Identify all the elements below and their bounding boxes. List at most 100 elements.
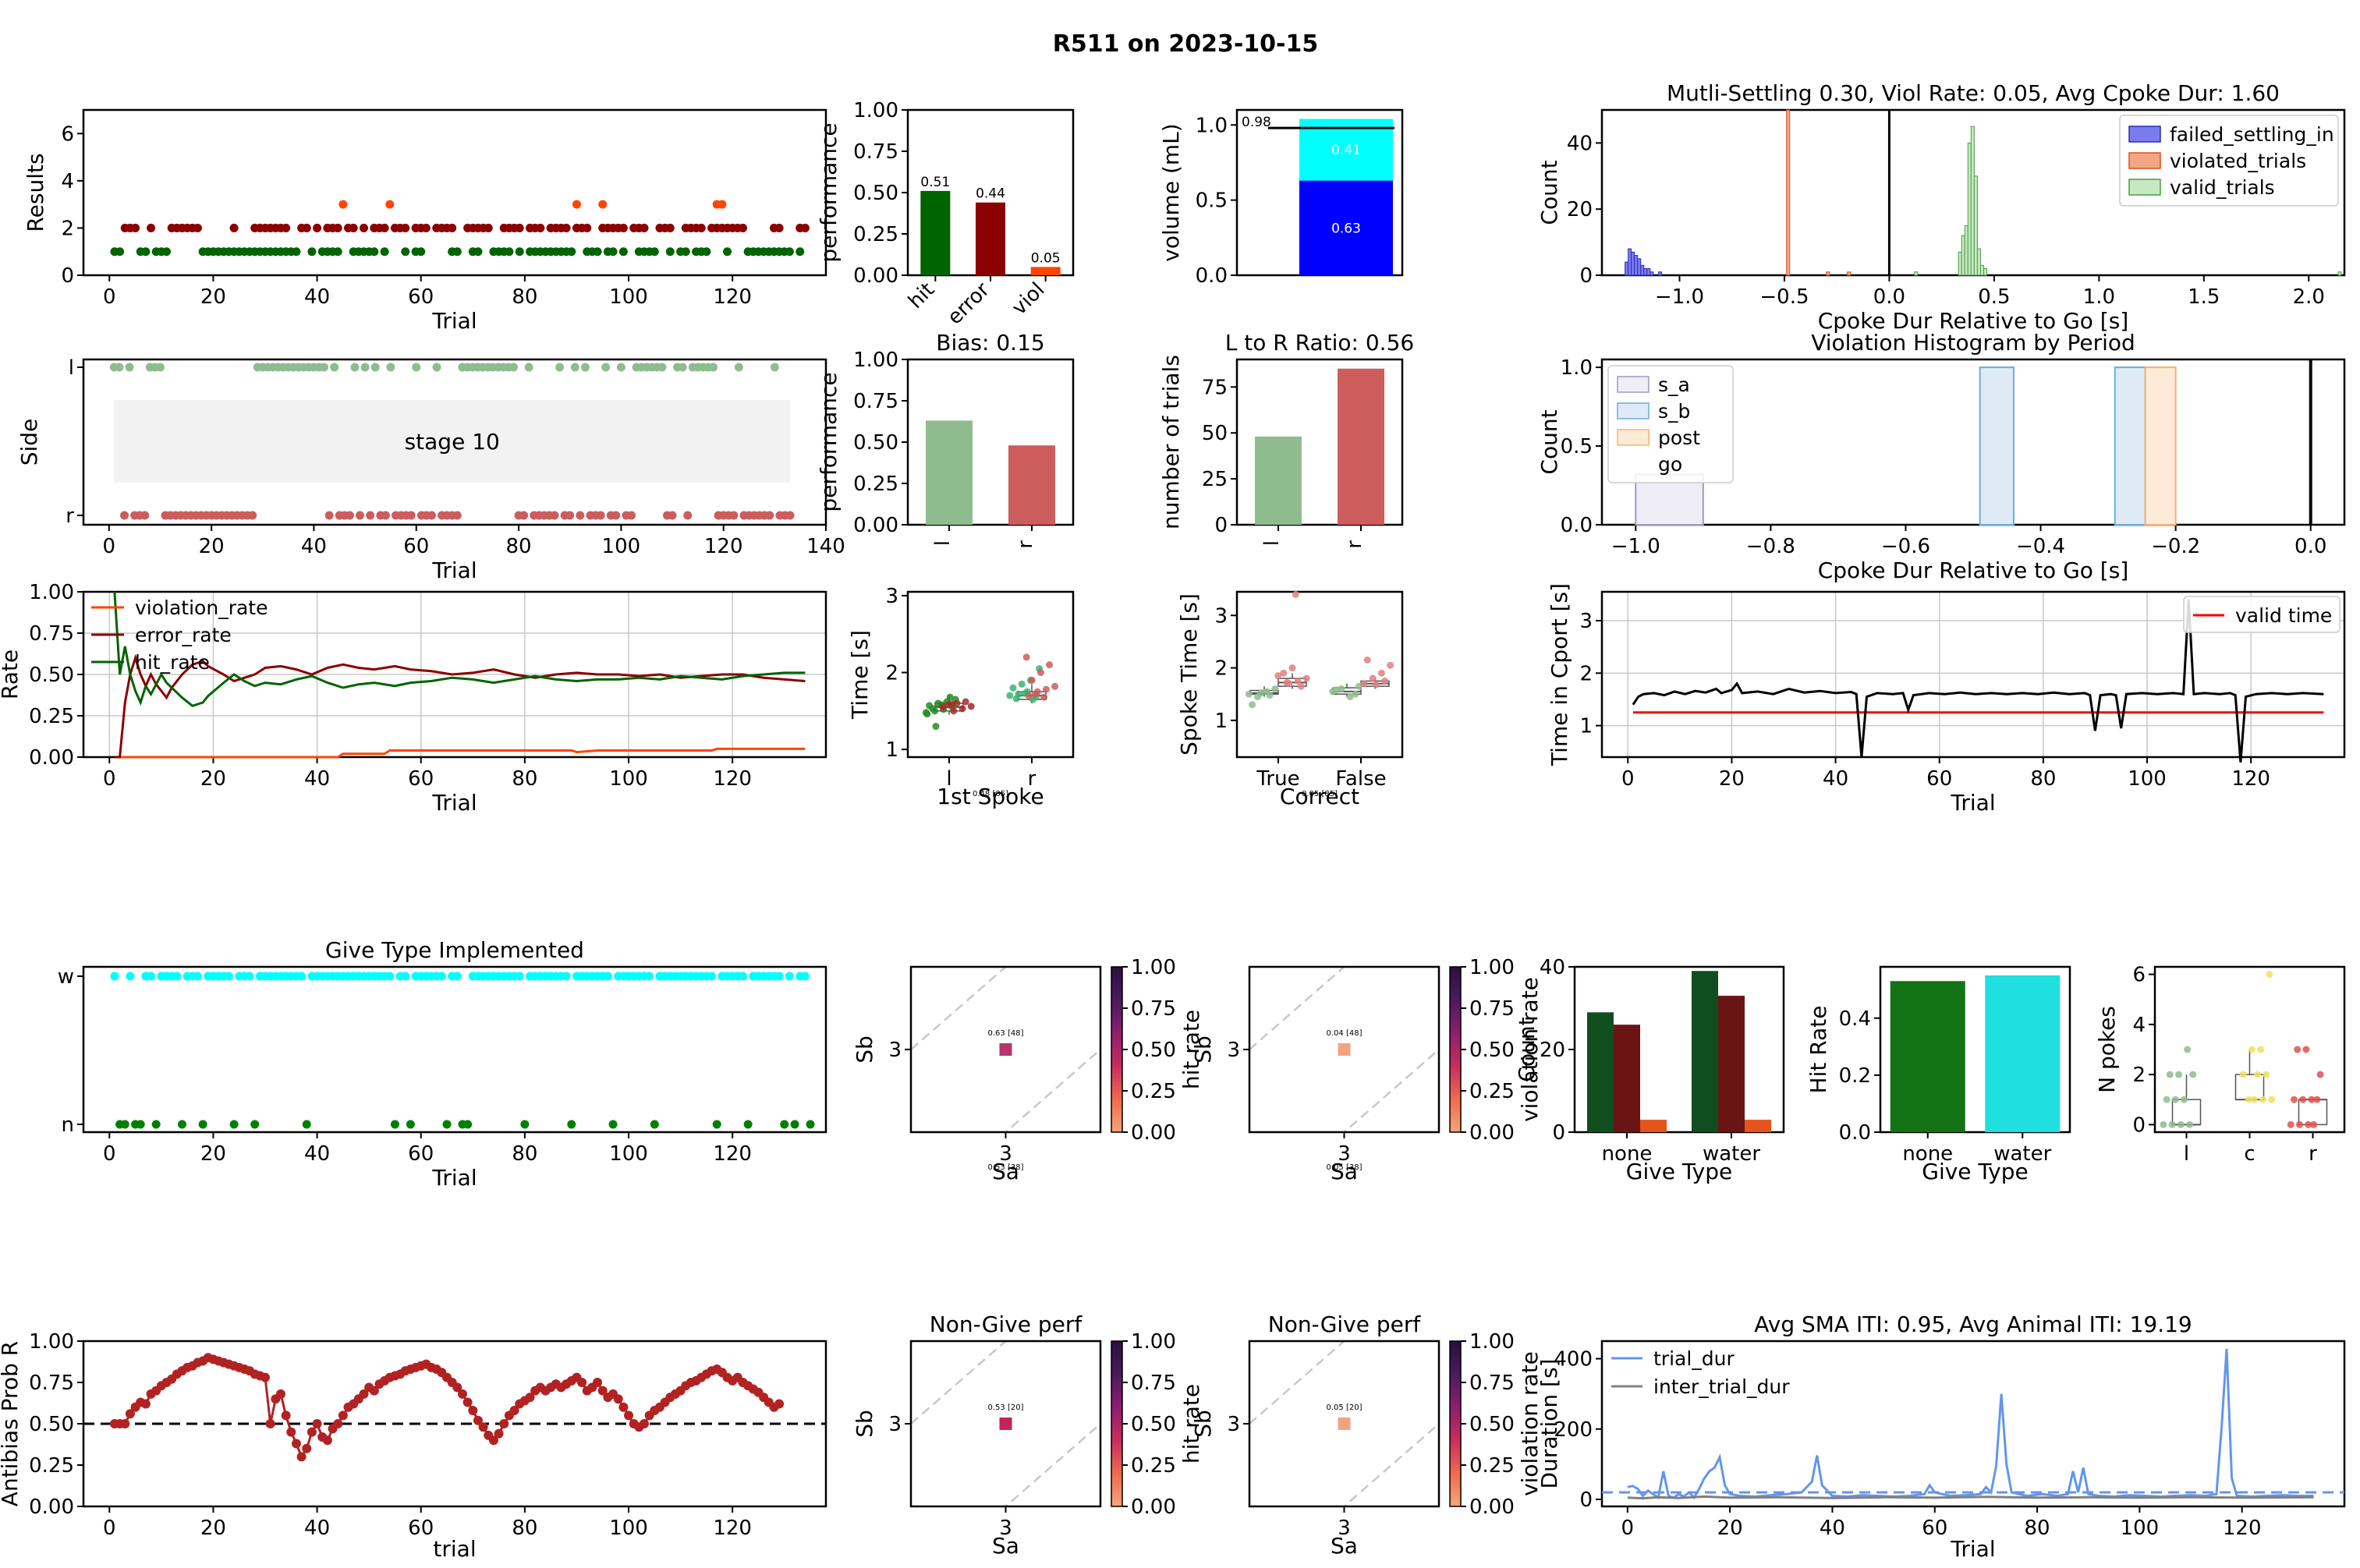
result-point bbox=[448, 223, 457, 232]
y-tick-label: 4 bbox=[61, 170, 74, 193]
result-point bbox=[229, 223, 239, 232]
side-point bbox=[432, 363, 441, 372]
give-type-panel: 0 20 40 60 80 100 120 Trial Give Type Implemente… bbox=[58, 937, 827, 1191]
result-point bbox=[162, 247, 172, 257]
result-point bbox=[681, 247, 690, 257]
x-axis-label: Give Type bbox=[1626, 1159, 1733, 1184]
legend-swatch bbox=[2128, 152, 2161, 169]
result-point bbox=[333, 247, 342, 257]
antibias-point bbox=[494, 1428, 504, 1439]
y-tick-label: 0.75 bbox=[29, 622, 74, 646]
side-point bbox=[770, 363, 779, 372]
antibias-point bbox=[597, 1386, 608, 1396]
legend-entry: s_a bbox=[1658, 373, 1690, 396]
side-point bbox=[345, 511, 354, 520]
y-tick-label: 0.2 bbox=[1839, 1064, 1871, 1088]
give-type-point bbox=[224, 972, 233, 981]
y-axis-label: Duration [s] bbox=[1536, 1359, 1562, 1489]
x-tick-label: 80 bbox=[512, 767, 537, 791]
volume-bar-segment bbox=[1299, 119, 1393, 181]
result-point bbox=[292, 247, 301, 257]
x-tick-label: 40 bbox=[304, 285, 330, 309]
bias-panel: 0.00 0.25 0.50 0.75 1.00 performance Bias: 0.1… bbox=[816, 330, 1075, 549]
legend-entry: post bbox=[1658, 427, 1700, 449]
antibias-point bbox=[260, 1372, 271, 1382]
give-type-point bbox=[712, 1120, 721, 1129]
give-type-point bbox=[437, 972, 446, 981]
x-tick-label: 140 bbox=[806, 535, 845, 558]
strip-point bbox=[1031, 690, 1039, 698]
result-point bbox=[723, 247, 732, 257]
category-bar bbox=[1338, 368, 1384, 525]
y-tick-label: 2 bbox=[1214, 657, 1228, 681]
plot-frame bbox=[82, 590, 827, 759]
result-point bbox=[473, 247, 483, 257]
strip-point bbox=[1283, 678, 1291, 686]
colorbar-label: hit rate bbox=[1178, 1384, 1204, 1464]
legend-box bbox=[1607, 365, 1734, 483]
side-point bbox=[580, 363, 590, 372]
strip-point bbox=[2163, 1095, 2170, 1103]
colorbar-tick-label: 1.00 bbox=[1131, 1330, 1176, 1354]
result-point bbox=[796, 247, 805, 257]
x-tick-label: 1.0 bbox=[2083, 285, 2115, 309]
cell-label: 0.53 [20] bbox=[988, 1403, 1024, 1412]
result-point bbox=[536, 223, 545, 232]
side-point bbox=[248, 511, 257, 520]
legend-entry: violated_trials bbox=[2170, 150, 2306, 172]
x-tick-label: 2.0 bbox=[2293, 285, 2325, 309]
violation-bar bbox=[2144, 366, 2177, 526]
y-tick-label: 0.50 bbox=[853, 182, 898, 205]
strip-point bbox=[2296, 1120, 2303, 1128]
result-point bbox=[401, 247, 410, 257]
strip-point bbox=[1363, 656, 1371, 664]
y-tick-label: 200 bbox=[1554, 1418, 1593, 1442]
give-type-point bbox=[738, 972, 747, 981]
y-tick-label: n bbox=[62, 1113, 74, 1137]
side-point bbox=[386, 363, 395, 372]
strip-point bbox=[959, 705, 966, 713]
give-type-point bbox=[650, 1120, 659, 1129]
x-axis-label: Trial bbox=[1950, 1536, 1995, 1562]
y-axis-label: Time in Cport [s] bbox=[1547, 583, 1572, 766]
performance-bar bbox=[920, 190, 951, 275]
strip-point bbox=[2189, 1071, 2197, 1078]
x-tick-label: 20 bbox=[199, 535, 225, 558]
give-type-point bbox=[567, 1120, 576, 1129]
y-axis-label: Count bbox=[1536, 160, 1562, 225]
side-point bbox=[601, 363, 611, 372]
y-axis-label: Time [s] bbox=[847, 630, 873, 720]
x-tick-label: 120 bbox=[704, 535, 743, 558]
strip-point bbox=[1292, 590, 1299, 598]
y-axis-label: Sb bbox=[1190, 1410, 1216, 1438]
give-type-point bbox=[151, 1120, 161, 1129]
colorbar bbox=[1449, 966, 1462, 1133]
result-point bbox=[131, 223, 140, 232]
antibias-point bbox=[369, 1386, 379, 1396]
x-tick-label: 60 bbox=[408, 285, 434, 309]
side-point bbox=[668, 511, 677, 520]
plot-frame bbox=[82, 358, 827, 526]
y-tick-label: 0.00 bbox=[853, 264, 898, 288]
plot-title: Non-Give perf bbox=[1268, 1311, 1422, 1337]
x-tick-label: 0 bbox=[103, 535, 116, 558]
x-tick-label: water bbox=[1703, 1142, 1760, 1166]
x-axis-label: Trial bbox=[431, 790, 477, 816]
strip-point bbox=[948, 700, 955, 708]
x-axis-label: Correct bbox=[1280, 784, 1359, 809]
x-tick-label: none bbox=[1902, 1142, 1953, 1166]
cport-time-line bbox=[1632, 600, 2324, 763]
strip-point bbox=[2168, 1120, 2176, 1128]
give-type-point bbox=[562, 972, 571, 981]
x-axis-label: 1st Spoke bbox=[937, 784, 1044, 809]
x-tick-label: 0.0 bbox=[2294, 535, 2326, 558]
x-tick-label: −0.5 bbox=[1759, 285, 1809, 309]
side-point bbox=[366, 511, 375, 520]
x-tick-label: 80 bbox=[512, 1142, 537, 1166]
strip-point bbox=[2287, 1120, 2294, 1128]
result-point bbox=[640, 223, 649, 232]
strip-point bbox=[1377, 669, 1385, 677]
x-tick-label: c bbox=[2244, 1142, 2255, 1166]
colorbar bbox=[1111, 966, 1123, 1133]
